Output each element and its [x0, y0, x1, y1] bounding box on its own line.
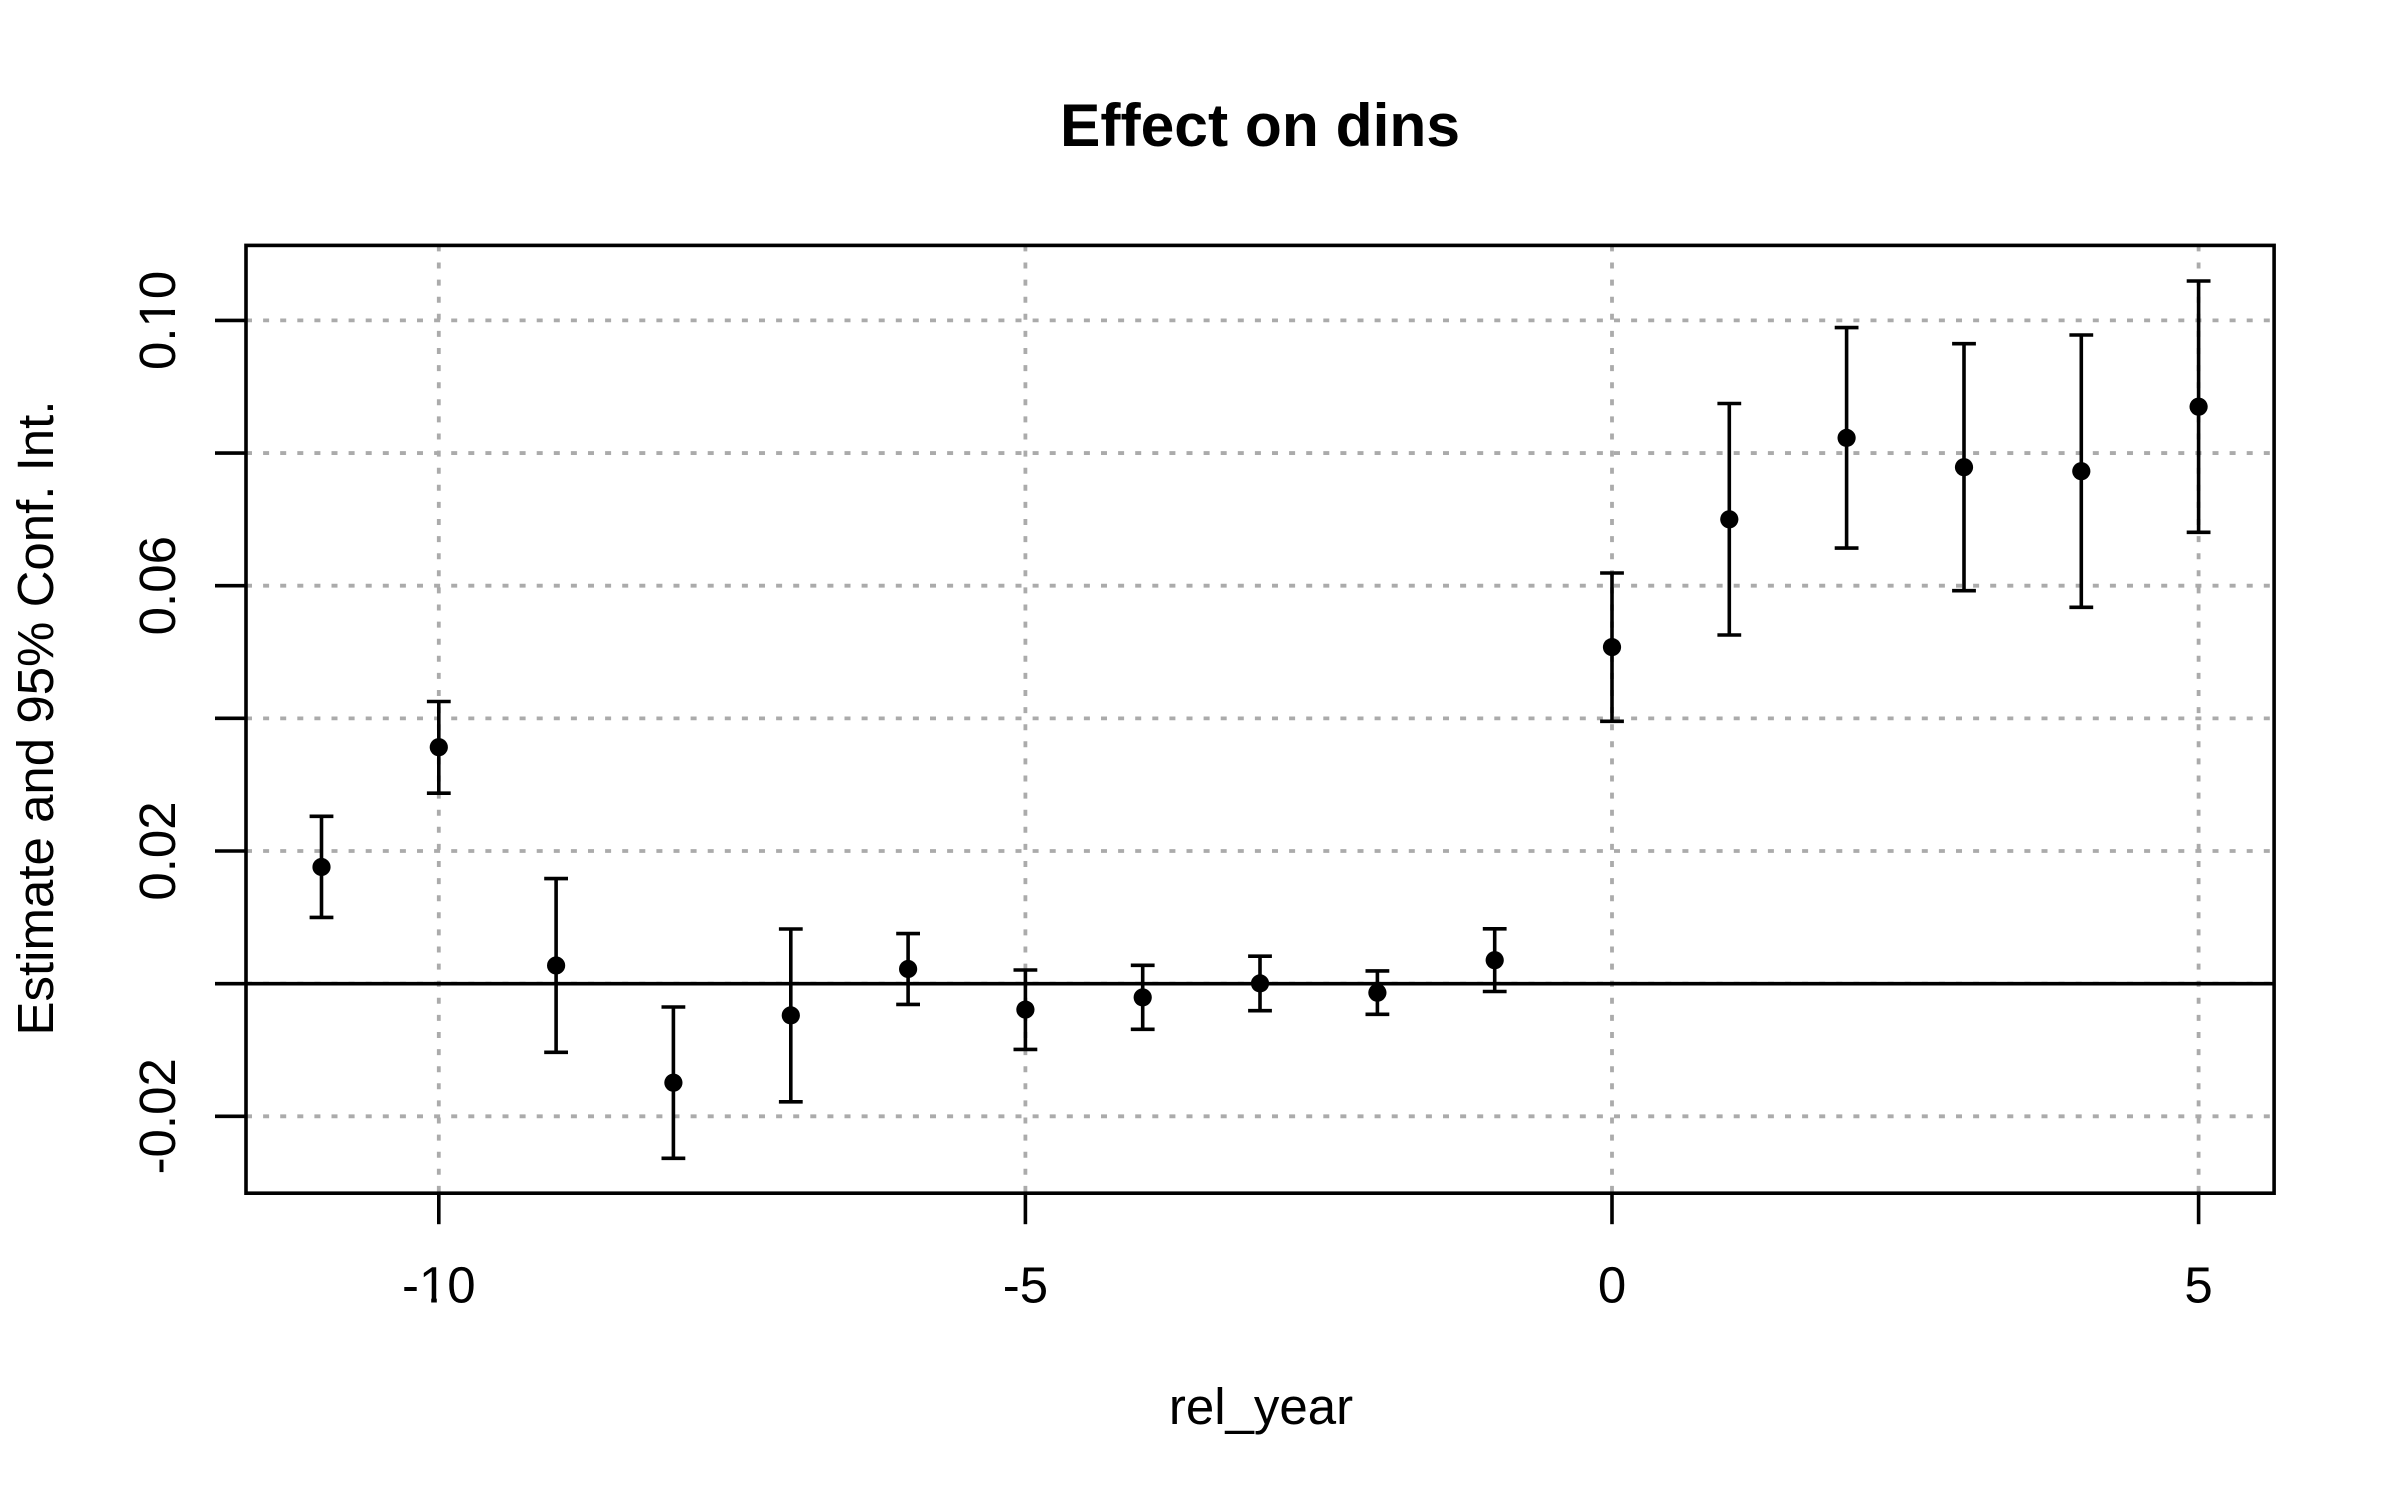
svg-text:Estimate and 95% Conf. Int.: Estimate and 95% Conf. Int. [7, 400, 64, 1035]
svg-text:0.02: 0.02 [129, 801, 186, 900]
svg-text:-0.02: -0.02 [129, 1058, 186, 1174]
svg-text:0.06: 0.06 [129, 536, 186, 635]
svg-text:0: 0 [1598, 1257, 1626, 1314]
svg-text:5: 5 [2184, 1257, 2212, 1314]
svg-text:-5: -5 [1003, 1257, 1048, 1314]
svg-text:0.10: 0.10 [129, 271, 186, 370]
svg-text:-10: -10 [402, 1257, 476, 1314]
svg-text:rel_year: rel_year [1169, 1378, 1353, 1435]
svg-text:Effect on dins: Effect on dins [1060, 91, 1460, 159]
